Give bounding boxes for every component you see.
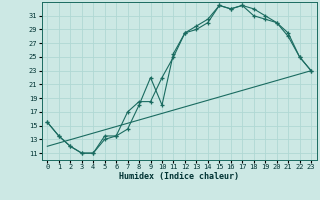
X-axis label: Humidex (Indice chaleur): Humidex (Indice chaleur) [119,172,239,181]
